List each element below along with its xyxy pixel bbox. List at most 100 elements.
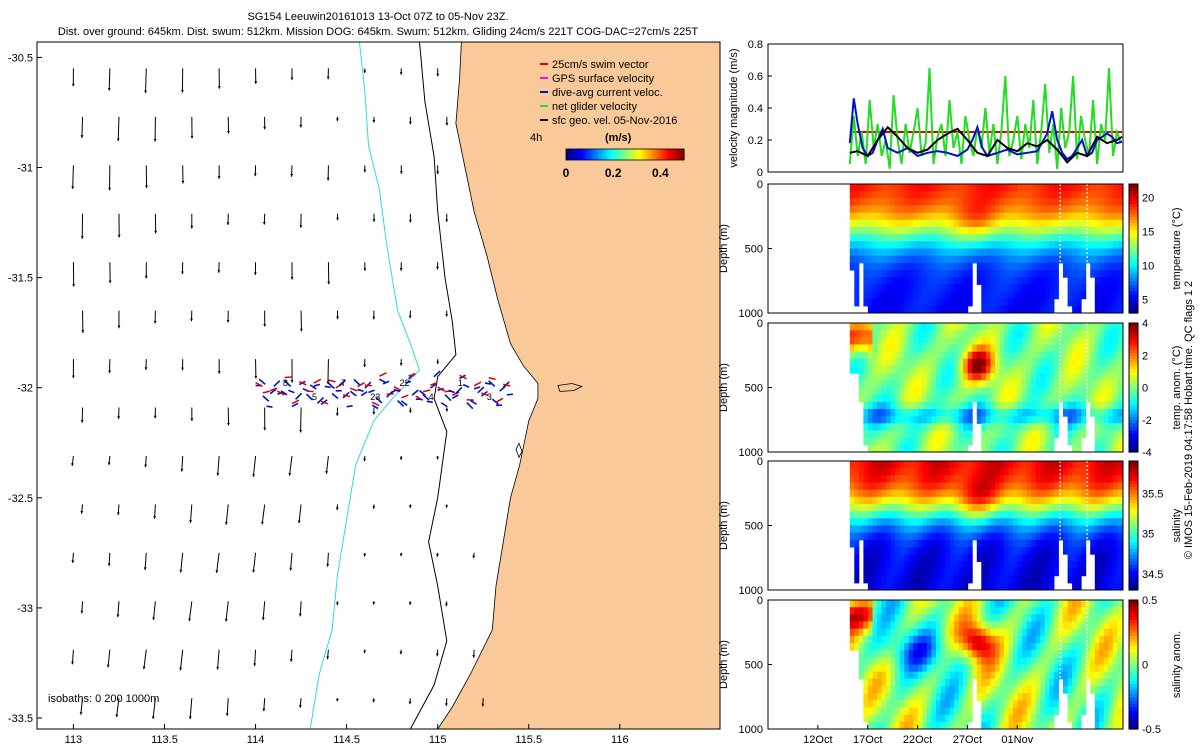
heatmap-cell xyxy=(1103,547,1109,555)
heatmap-cell xyxy=(1090,628,1096,637)
heatmap-cell xyxy=(1081,401,1087,410)
heatmap-cell xyxy=(881,241,887,249)
heatmap-cell xyxy=(1099,554,1105,562)
heatmap-cell xyxy=(1072,401,1078,410)
heatmap-cell xyxy=(985,227,991,235)
heatmap-cell xyxy=(976,394,982,403)
heatmap-cell xyxy=(1099,291,1105,300)
heatmap-cell xyxy=(1035,380,1041,388)
heatmap-cell xyxy=(872,401,878,410)
heatmap-cell xyxy=(999,184,1005,192)
current-arrow xyxy=(190,310,193,322)
heatmap-cell xyxy=(931,373,937,381)
heatmap-cell xyxy=(1013,650,1019,658)
heatmap-cell xyxy=(1026,430,1032,439)
heatmap-cell xyxy=(1044,575,1050,584)
heatmap-cell xyxy=(890,270,896,278)
heatmap-cell xyxy=(1049,387,1055,396)
heatmap-cell xyxy=(1103,714,1109,723)
heatmap-cell xyxy=(963,539,969,548)
heatmap-cell xyxy=(954,416,960,424)
heatmap-cell xyxy=(867,380,873,388)
section-colorbar-tick-label: 0.5 xyxy=(1142,595,1157,607)
heatmap-cell xyxy=(854,525,860,534)
heatmap-cell xyxy=(1031,344,1037,353)
heatmap-cell xyxy=(1044,227,1050,235)
heatmap-cell xyxy=(1049,416,1055,424)
heatmap-cell xyxy=(1026,437,1032,446)
heatmap-cell xyxy=(1017,284,1023,292)
heatmap-cell xyxy=(945,344,951,353)
heatmap-cell xyxy=(1094,511,1100,519)
dive-avg-vector xyxy=(444,394,452,402)
heatmap-cell xyxy=(881,323,887,331)
heatmap-cell xyxy=(963,344,969,353)
heatmap-cell xyxy=(985,539,991,548)
heatmap-cell xyxy=(899,373,905,381)
heatmap-cell xyxy=(936,305,941,314)
heatmap-cell xyxy=(1044,387,1050,396)
heatmap-cell xyxy=(849,518,855,526)
heatmap-cell xyxy=(1094,444,1100,453)
heatmap-cell xyxy=(1049,373,1055,381)
heatmap-cell xyxy=(1067,366,1073,374)
heatmap-cell xyxy=(963,444,969,453)
heatmap-cell xyxy=(949,547,955,555)
heatmap-cell xyxy=(854,351,860,360)
heatmap-cell xyxy=(1026,191,1032,199)
current-arrow xyxy=(188,698,193,720)
heatmap-cell xyxy=(945,358,951,367)
heatmap-cell xyxy=(908,248,914,257)
heatmap-cell xyxy=(1049,575,1055,584)
heatmap-cell xyxy=(945,191,951,199)
heatmap-cell xyxy=(1081,678,1087,687)
heatmap-cell xyxy=(967,184,973,192)
heatmap-cell xyxy=(926,600,932,608)
heatmap-cell xyxy=(890,366,896,374)
heatmap-cell xyxy=(981,401,987,410)
heatmap-cell xyxy=(872,461,878,469)
heatmap-cell xyxy=(1017,628,1023,637)
heatmap-cell xyxy=(867,482,873,491)
heatmap-cell xyxy=(1040,614,1046,622)
heatmap-cell xyxy=(949,635,955,644)
heatmap-cell xyxy=(940,525,946,534)
heatmap-cell xyxy=(976,270,982,278)
heatmap-cell xyxy=(881,635,887,644)
heatmap-cell xyxy=(1103,607,1109,615)
heatmap-cell xyxy=(1108,547,1114,555)
heatmap-cell xyxy=(936,219,941,228)
heatmap-cell xyxy=(1008,337,1014,345)
heatmap-cell xyxy=(1094,219,1100,228)
heatmap-cell xyxy=(976,693,982,701)
heatmap-cell xyxy=(976,227,982,235)
heatmap-cell xyxy=(1067,707,1073,716)
heatmap-cell xyxy=(1013,547,1019,555)
heatmap-cell xyxy=(1035,511,1041,519)
heatmap-cell xyxy=(904,241,910,249)
current-arrow xyxy=(290,262,294,280)
heatmap-cell xyxy=(895,489,901,498)
heatmap-cell xyxy=(954,686,960,694)
current-arrow xyxy=(144,68,148,94)
heatmap-cell xyxy=(936,205,941,214)
heatmap-cell xyxy=(899,277,905,285)
heatmap-cell xyxy=(958,621,964,630)
heatmap-cell xyxy=(1004,511,1009,519)
heatmap-cell xyxy=(1017,366,1023,374)
heatmap-cell xyxy=(995,219,1000,228)
heatmap-cell xyxy=(999,518,1005,526)
heatmap-cell xyxy=(985,380,991,388)
heatmap-cell xyxy=(1053,700,1059,708)
heatmap-cell xyxy=(967,284,973,292)
heatmap-cell xyxy=(1063,409,1068,417)
heatmap-cell xyxy=(1063,358,1068,367)
heatmap-cell xyxy=(1053,621,1059,630)
heatmap-cell xyxy=(1085,511,1091,519)
current-arrow xyxy=(181,359,184,371)
heatmap-cell xyxy=(981,337,987,345)
heatmap-cell xyxy=(1117,504,1123,512)
heatmap-cell xyxy=(1031,482,1037,491)
heatmap-cell xyxy=(926,614,932,622)
heatmap-cell xyxy=(854,337,860,345)
